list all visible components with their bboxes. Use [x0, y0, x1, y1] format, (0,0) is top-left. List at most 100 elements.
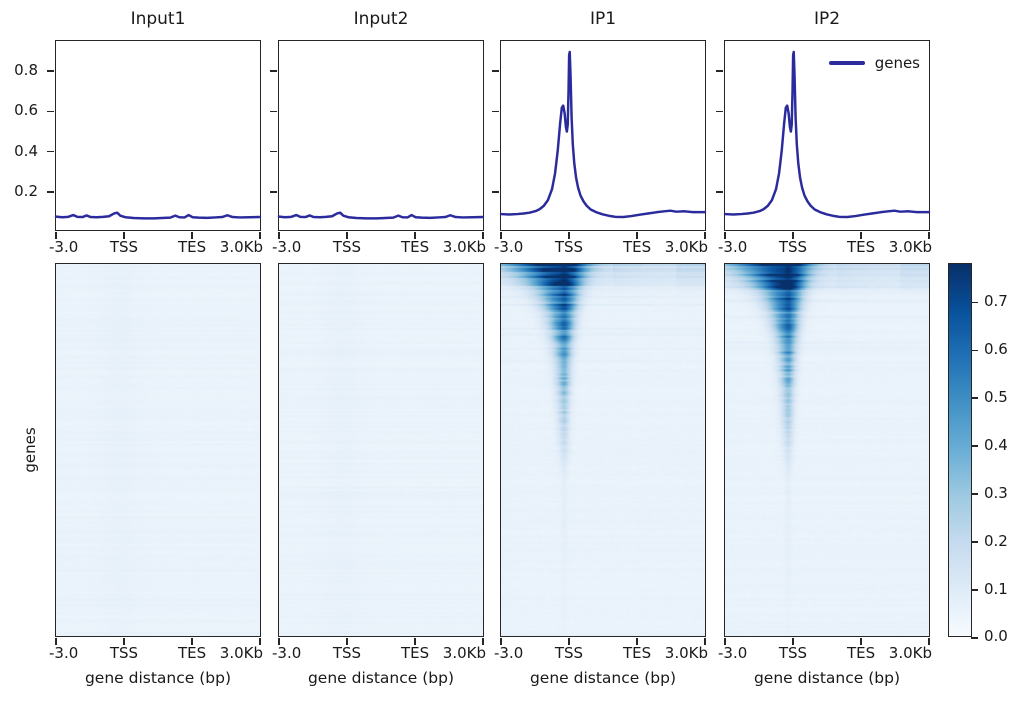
y-tick-label: 0.8 [14, 61, 38, 80]
x-tick-label: -3.0 [494, 644, 524, 662]
y-axis-tick [492, 70, 500, 72]
heatmap-ip2 [725, 264, 929, 636]
heatmap-x-tick-labels: -3.0 TSS TES 3.0Kb [272, 644, 486, 662]
x-tick-label: -3.0 [49, 238, 79, 256]
colorbar-tick-label: 0.4 [984, 436, 1008, 455]
x-tick-label: -3.0 [49, 644, 79, 662]
x-axis-tick [55, 638, 57, 645]
y-axis-tick [492, 190, 500, 193]
profile-x-tick-labels: -3.0 TSS TES 3.0Kb [494, 238, 708, 256]
y-axis-tick [47, 110, 55, 113]
colorbar-tick [971, 589, 978, 591]
x-tick-label: 3.0Kb [442, 238, 486, 256]
x-tick-label: TSS [109, 644, 139, 662]
x-tick-label: 3.0Kb [888, 644, 932, 662]
profile-plot-ip2 [723, 50, 931, 219]
heatmap-y-axis-label: genes [21, 427, 39, 473]
x-tick-label: 3.0Kb [219, 644, 263, 662]
x-tick-label: TES [400, 644, 430, 662]
heatmap-x-tick-labels: -3.0 TSS TES 3.0Kb [49, 644, 263, 662]
x-tick-label: -3.0 [494, 238, 524, 256]
x-tick-label: -3.0 [718, 238, 748, 256]
colorbar-tick-label: 0.3 [984, 484, 1008, 503]
x-tick-label: -3.0 [272, 238, 302, 256]
heatmap-x-tick-labels: -3.0 TSS TES 3.0Kb [718, 644, 932, 662]
x-axis-tick [928, 638, 930, 645]
x-axis-tick [55, 232, 57, 239]
x-axis-tick [278, 232, 280, 239]
x-axis-tick [123, 232, 125, 239]
y-axis-tick [492, 150, 500, 153]
x-tick-label: -3.0 [718, 644, 748, 662]
x-tick-label: TSS [778, 644, 808, 662]
colorbar-tick [971, 445, 978, 447]
colorbar-tick [971, 397, 978, 400]
x-axis-tick [482, 232, 484, 239]
colorbar-tick [971, 637, 978, 639]
panel-title-ip1: IP1 [589, 9, 617, 29]
colorbar-tick [971, 349, 978, 352]
y-axis-tick [270, 110, 278, 113]
y-axis-tick [716, 70, 724, 72]
x-axis-tick [704, 232, 706, 239]
x-tick-label: 3.0Kb [664, 644, 708, 662]
y-axis-tick [47, 70, 55, 72]
x-tick-label: TSS [554, 644, 584, 662]
x-tick-label: 3.0Kb [442, 644, 486, 662]
heatmap-input1 [56, 264, 260, 636]
x-axis-tick [860, 232, 862, 239]
profile-panel-ip1: IP1 -3.0 TSS TES 3.0Kb [492, 9, 708, 256]
x-axis-tick [414, 638, 416, 645]
profile-x-tick-labels: -3.0 TSS TES 3.0Kb [718, 238, 932, 256]
y-axis-tick [47, 190, 55, 193]
y-axis-tick [492, 110, 500, 113]
x-axis-title: gene distance (bp) [753, 669, 901, 687]
heatmap-ip1 [501, 264, 705, 636]
y-axis-tick [270, 70, 278, 72]
y-axis-tick [716, 150, 724, 153]
x-axis-tick [278, 638, 280, 645]
x-axis-tick [191, 638, 193, 645]
x-tick-label: TES [400, 238, 430, 256]
x-axis-title: gene distance (bp) [529, 669, 677, 687]
x-axis-tick [123, 638, 125, 645]
x-tick-label: TSS [332, 644, 362, 662]
x-tick-label: -3.0 [272, 644, 302, 662]
heatmap-input2 [279, 264, 483, 636]
y-axis-tick [270, 190, 278, 193]
x-axis-tick [724, 232, 726, 239]
profile-panel-input2: Input2 -3.0 TSS TES 3.0Kb [270, 9, 486, 256]
panel-title-input2: Input2 [353, 9, 409, 29]
colorbar-tick-label: 0.5 [984, 388, 1008, 407]
x-axis-tick [636, 232, 638, 239]
profile-line [499, 50, 707, 219]
colorbar [948, 263, 978, 639]
x-tick-label: TES [177, 644, 207, 662]
colorbar-tick-label: 0.0 [984, 627, 1008, 645]
x-tick-label: 3.0Kb [888, 238, 932, 256]
x-axis-tick [500, 638, 502, 645]
x-tick-label: 3.0Kb [219, 238, 263, 256]
legend: genes [828, 54, 920, 72]
profile-plot-input1 [54, 211, 262, 220]
x-tick-label: TSS [109, 238, 139, 256]
profile-line [54, 211, 262, 220]
colorbar-tick-label: 0.2 [984, 532, 1008, 551]
profile-x-tick-labels: -3.0 TSS TES 3.0Kb [49, 238, 263, 256]
profile-line [277, 211, 485, 220]
y-tick-label: 0.2 [14, 181, 38, 200]
x-axis-tick [792, 232, 794, 239]
x-axis-tick [792, 638, 794, 645]
panel-title-ip2: IP2 [813, 9, 841, 29]
x-axis-tick [259, 638, 261, 645]
x-axis-tick [191, 232, 193, 239]
colorbar-tick-label: 0.1 [984, 580, 1008, 599]
heatmap-panel-input2: -3.0 TSS TES 3.0Kb gene distance (bp) [272, 263, 486, 687]
y-axis-tick [716, 190, 724, 193]
y-axis-tick [716, 110, 724, 113]
y-axis-tick [270, 150, 278, 153]
x-axis-tick [259, 232, 261, 239]
profile-line [723, 50, 931, 219]
heatmap-panel-input1: -3.0 TSS TES 3.0Kb gene distance (bp) [49, 263, 263, 687]
